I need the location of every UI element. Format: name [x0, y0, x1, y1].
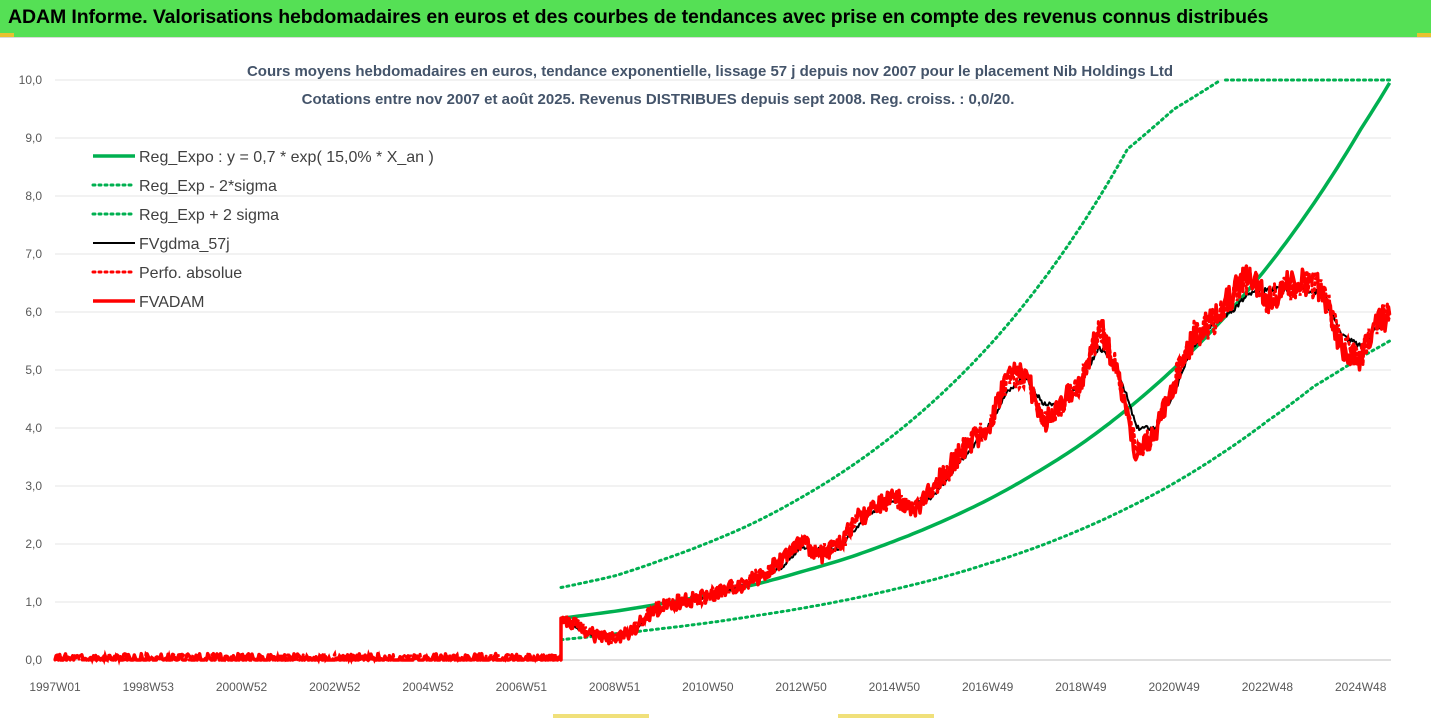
- bottom-mark-left: [553, 714, 649, 718]
- y-tick-label: 2,0: [25, 537, 42, 551]
- legend: Reg_Expo : y = 0,7 * exp( 15,0% * X_an )…: [91, 149, 434, 311]
- chart-title-line-2: Cotations entre nov 2007 et août 2025. R…: [302, 91, 1015, 108]
- series-line-perfo-absolue: [53, 266, 1392, 666]
- y-tick-label: 6,0: [25, 305, 42, 319]
- x-tick-label: 2008W51: [589, 680, 641, 694]
- series-line-reg-exp-minus-2sigma: [559, 339, 1392, 642]
- x-tick-label: 2016W49: [962, 680, 1014, 694]
- bottom-mark-right: [838, 714, 934, 718]
- legend-label: Reg_Expo : y = 0,7 * exp( 15,0% * X_an ): [139, 149, 434, 166]
- series-line-reg-expo: [560, 81, 1392, 620]
- x-tick-label: 2020W49: [1148, 680, 1200, 694]
- x-tick-label: 2014W50: [869, 680, 921, 694]
- chart-title-line-1: Cours moyens hebdomadaires en euros, ten…: [247, 63, 1173, 80]
- series-line-reg-exp-plus-2sigma: [559, 78, 1223, 589]
- legend-label: Reg_Exp - 2*sigma: [139, 178, 277, 195]
- gridlines: [55, 79, 1391, 661]
- x-tick-label: 2006W51: [496, 680, 548, 694]
- y-tick-label: 8,0: [25, 189, 42, 203]
- x-tick-label: 2024W48: [1335, 680, 1387, 694]
- series-lines: [53, 78, 1392, 666]
- chart-title: Cours moyens hebdomadaires en euros, ten…: [247, 63, 1173, 108]
- y-tick-label: 3,0: [25, 479, 42, 493]
- legend-label: Reg_Exp + 2 sigma: [139, 207, 279, 224]
- x-tick-label: 2018W49: [1055, 680, 1107, 694]
- y-tick-label: 5,0: [25, 363, 42, 377]
- x-tick-label: 2002W52: [309, 680, 361, 694]
- title-banner: ADAM Informe. Valorisations hebdomadaire…: [0, 0, 1431, 37]
- legend-label: FVgdma_57j: [139, 236, 230, 253]
- x-tick-label: 1997W01: [29, 680, 81, 694]
- x-tick-label: 2012W50: [775, 680, 827, 694]
- x-tick-label: 1998W53: [123, 680, 175, 694]
- y-tick-label: 9,0: [25, 131, 42, 145]
- x-axis-ticks: 1997W01 1998W53 2000W52 2002W52 2004W52 2006W…: [29, 680, 1386, 694]
- y-axis-ticks: 0,0 1,0 2,0 3,0 4,0 5,0 6,0 7,0 8,0 9,0 10,0: [19, 73, 43, 667]
- banner-corner-mark-right: [1417, 33, 1431, 38]
- y-tick-label: 1,0: [25, 595, 42, 609]
- chart-area: [0, 37, 1431, 718]
- x-tick-label: 2000W52: [216, 680, 268, 694]
- legend-label: FVADAM: [139, 294, 204, 311]
- x-tick-label: 2010W50: [682, 680, 734, 694]
- y-tick-label: 10,0: [19, 73, 43, 87]
- banner-title: ADAM Informe. Valorisations hebdomadaire…: [8, 6, 1269, 28]
- banner-corner-mark-left: [0, 33, 14, 38]
- x-tick-label: 2004W52: [402, 680, 454, 694]
- x-tick-label: 2022W48: [1242, 680, 1294, 694]
- y-tick-label: 0,0: [25, 653, 42, 667]
- legend-label: Perfo. absolue: [139, 265, 242, 282]
- y-tick-label: 7,0: [25, 247, 42, 261]
- y-tick-label: 4,0: [25, 421, 42, 435]
- series-line-fvgdma-57j: [560, 284, 1391, 639]
- series-line-fvadam: [53, 264, 1392, 662]
